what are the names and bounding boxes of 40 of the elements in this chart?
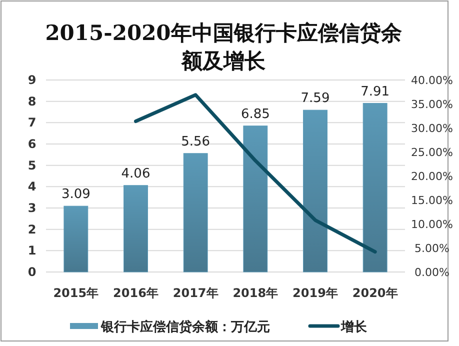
y2-tick-label: 15.00% [411, 194, 453, 207]
y-tick-label: 8 [28, 94, 36, 108]
x-tick-label: 2020年 [352, 286, 398, 300]
y2-tick-label: 40.00% [411, 74, 453, 87]
data-label: 7.59 [300, 91, 330, 106]
x-tick-label: 2017年 [172, 286, 218, 300]
y2-tick-label: 0.00% [414, 266, 450, 279]
bar [183, 153, 208, 272]
y2-tick-label: 5.00% [414, 242, 450, 255]
y-tick-label: 3 [28, 201, 36, 215]
y-tick-label: 5 [28, 158, 36, 172]
bar [124, 185, 148, 272]
x-tick-label: 2018年 [232, 286, 278, 300]
x-tick-label: 2015年 [53, 286, 99, 300]
data-label: 4.06 [121, 166, 150, 182]
y2-tick-label: 10.00% [411, 218, 453, 231]
y-tick-label: 4 [28, 180, 36, 194]
y2-tick-label: 25.00% [411, 146, 453, 159]
data-label: 3.09 [61, 187, 90, 202]
x-tick-label: 2019年 [292, 286, 338, 300]
bar [303, 110, 328, 272]
y-tick-label: 7 [28, 116, 36, 130]
bar [362, 103, 388, 272]
y-tick-label: 1 [28, 244, 36, 258]
bar [243, 126, 268, 272]
y-tick-label: 0 [28, 265, 36, 279]
y-tick-label: 6 [28, 137, 36, 151]
chart-title: 2015-2020年中国银行卡应偿信贷余额及增长 [45, 20, 403, 73]
bar [64, 206, 88, 272]
y2-tick-label: 20.00% [411, 170, 453, 183]
y-tick-label: 2 [28, 222, 36, 236]
y2-tick-label: 30.00% [411, 122, 453, 135]
y-tick-label: 9 [28, 73, 36, 87]
data-label: 6.85 [240, 106, 270, 122]
data-label: 5.56 [181, 134, 210, 150]
x-tick-label: 2016年 [113, 286, 158, 300]
legend-label: 银行卡应偿信贷余额：万亿元 [100, 319, 270, 335]
data-label: 7.91 [360, 84, 390, 100]
y2-tick-label: 35.00% [411, 98, 453, 111]
legend-label: 增长 [340, 320, 368, 335]
